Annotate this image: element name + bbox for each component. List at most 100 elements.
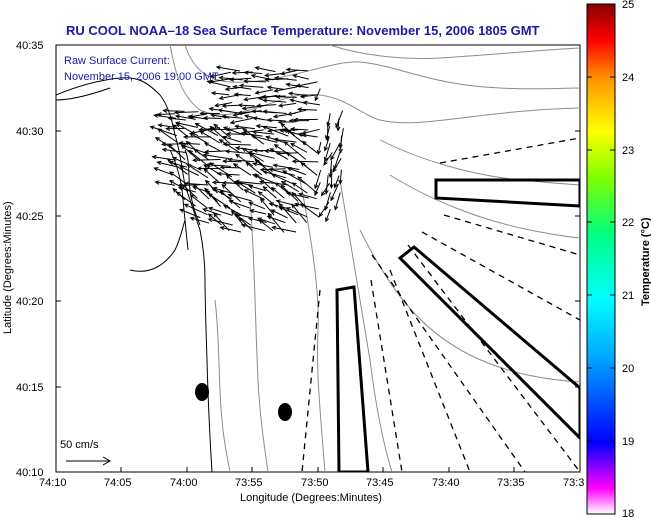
current-vector-head	[334, 205, 339, 211]
current-vector-head	[231, 70, 237, 76]
current-vector-head	[338, 148, 343, 154]
current-vector-head	[226, 131, 232, 137]
current-vector	[302, 141, 318, 154]
current-vector	[281, 69, 298, 75]
current-vector	[330, 142, 341, 160]
current-vector-head	[189, 132, 195, 137]
current-vector	[220, 166, 240, 169]
current-vector	[262, 126, 289, 137]
current-vector-head	[270, 209, 276, 214]
current-vector-head	[251, 109, 257, 114]
current-vector-head	[286, 111, 293, 116]
current-vector	[250, 209, 267, 215]
current-vector	[209, 78, 232, 83]
x-axis-labels: 74:10 74:05 74:00 73:55 73:50 73:45 73:4…	[39, 477, 584, 489]
current-vector-head	[294, 202, 300, 207]
current-vector-head	[181, 184, 187, 189]
current-vector-head	[149, 125, 155, 130]
current-vector	[223, 143, 251, 146]
current-vector-head	[325, 217, 330, 223]
current-vector-head	[238, 83, 244, 88]
current-vector-head	[192, 157, 198, 163]
colorbar: 25 24 23 22 21 20 19 18 Temperature (°C)	[586, 0, 651, 518]
current-vector	[334, 175, 340, 188]
current-vector-head	[261, 94, 267, 99]
current-vector	[157, 113, 175, 115]
station-marker	[278, 403, 292, 421]
current-vectors	[149, 65, 344, 233]
current-vector	[239, 85, 264, 88]
current-vector-head	[302, 100, 308, 106]
current-vector	[270, 148, 289, 160]
current-vector	[317, 141, 322, 155]
current-vector-head	[234, 146, 241, 151]
current-vector	[287, 109, 307, 116]
scale-arrow	[66, 456, 112, 466]
current-vector-head	[194, 122, 200, 128]
current-vector	[187, 164, 209, 179]
current-vector-head	[189, 194, 195, 199]
current-vector	[226, 174, 244, 191]
current-vector	[253, 163, 273, 168]
zone-outlines	[335, 178, 580, 472]
current-vector-head	[259, 167, 265, 172]
annotation-line2: November 15, 2006 19:00 GMT	[64, 71, 219, 83]
current-vector-head	[266, 117, 272, 123]
current-vector-head	[165, 126, 171, 131]
current-vector	[269, 168, 296, 176]
current-vector	[222, 104, 241, 107]
x-tick-label: 73:40	[432, 477, 460, 489]
current-vector-head	[291, 182, 297, 187]
current-vector-head	[233, 92, 239, 97]
current-vector	[271, 209, 288, 219]
current-vector-head	[318, 212, 324, 218]
current-vector-head	[254, 158, 260, 164]
current-vector-head	[237, 110, 243, 116]
current-vector-head	[300, 161, 306, 167]
current-vector	[208, 218, 233, 226]
x-tick-label: 73:55	[235, 477, 263, 489]
colorbar-tick: 19	[622, 436, 634, 448]
current-vector-head	[193, 148, 199, 154]
current-vector	[219, 93, 242, 99]
current-vector-head	[280, 122, 286, 128]
current-vector-head	[252, 162, 258, 167]
current-vector-head	[224, 149, 230, 154]
current-vector-head	[261, 125, 268, 130]
current-vector	[260, 198, 275, 216]
current-vector	[234, 213, 253, 219]
current-vector-head	[285, 207, 291, 212]
current-vector-head	[243, 189, 249, 194]
current-vector	[182, 184, 198, 199]
current-vector	[300, 162, 318, 176]
current-vector-head	[293, 117, 299, 122]
current-vector-head	[265, 135, 271, 140]
current-vector-head	[224, 86, 230, 92]
current-vector	[300, 94, 318, 98]
colorbar-tick: 20	[622, 363, 634, 375]
current-vector-head	[324, 189, 329, 195]
current-vector	[267, 215, 286, 224]
current-vector-head	[272, 163, 278, 168]
current-vector	[271, 187, 285, 199]
current-vector	[291, 128, 309, 131]
current-vector-head	[268, 167, 274, 172]
current-vector	[223, 204, 242, 216]
current-vector	[286, 69, 309, 72]
current-vector	[329, 160, 333, 178]
current-vector-head	[252, 116, 258, 121]
current-vector-head	[167, 143, 173, 149]
current-vector-head	[166, 158, 172, 163]
current-vector-head	[279, 128, 285, 133]
current-vector	[303, 101, 320, 106]
current-vector	[208, 207, 233, 216]
current-vector-head	[259, 197, 265, 203]
current-vector	[290, 143, 308, 153]
current-vector	[267, 119, 286, 122]
current-vector-head	[280, 181, 286, 186]
current-vector-head	[285, 67, 291, 72]
current-vector-head	[330, 196, 335, 202]
current-vector	[289, 92, 308, 97]
current-vector-head	[243, 70, 249, 75]
current-vector-head	[288, 118, 294, 123]
